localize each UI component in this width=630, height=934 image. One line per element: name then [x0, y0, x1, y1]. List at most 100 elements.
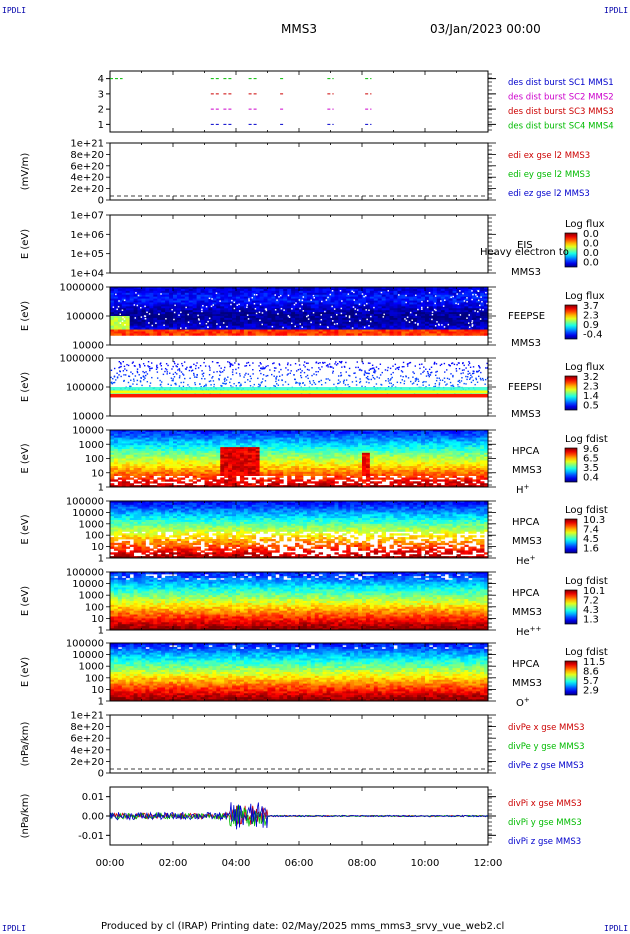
edi-legend-entry: edi ez gse l2 MMS3	[508, 189, 590, 199]
hpca-o-y-tick-label: 100	[85, 673, 104, 684]
eis-label: EIS	[517, 240, 533, 251]
divpe-legend-entry: divPe y gse MMS3	[508, 742, 585, 752]
divpi-y-tick-label: 0.01	[82, 792, 104, 803]
feepsi-y-tick-label: 10000	[72, 412, 104, 423]
hpca-he-label: MMS3	[512, 536, 542, 547]
hpca-h-y-tick-label: 1000	[79, 440, 104, 451]
hpca-he-y-tick-label: 1000	[79, 519, 104, 530]
divpe-y-label: (nPa/km)	[20, 722, 31, 767]
edi-y-tick-label: 2e+20	[70, 184, 104, 195]
x-tick-label: 04:00	[222, 858, 251, 869]
burst-y-tick-label: 2	[98, 105, 104, 116]
x-tick-label: 00:00	[96, 858, 125, 869]
edi-y-tick-label: 4e+20	[70, 173, 104, 184]
hpca-hepp-y-tick-label: 1000	[79, 591, 104, 602]
divpe-legend-entry: divPe z gse MMS3	[508, 761, 584, 771]
burst-y-tick-label: 3	[98, 89, 104, 100]
feepsi-colorbar-value: 1.4	[583, 391, 599, 402]
divpe-y-tick-label: 6e+20	[70, 734, 104, 745]
divpe-y-tick-label: 2e+20	[70, 757, 104, 768]
divpi-legend-entry: divPi x gse MMS3	[508, 799, 582, 809]
edi-y-tick-label: 1e+21	[70, 139, 104, 150]
eis-colorbar-value: 0.0	[583, 239, 599, 250]
feepse-colorbar-value: -0.4	[583, 330, 603, 341]
hpca-he-y-label: E (eV)	[20, 514, 31, 544]
burst-legend-entry: des dist burst SC2 MMS2	[508, 93, 614, 103]
divpi-legend-entry: divPi z gse MMS3	[508, 837, 581, 847]
hpca-hepp-label: MMS3	[512, 607, 542, 618]
hpca-o-y-tick-label: 10	[91, 685, 104, 696]
plot-date: 03/Jan/2023 00:00	[430, 22, 541, 36]
eis-label: Heavy electron to	[480, 247, 569, 258]
x-tick-label: 12:00	[474, 858, 503, 869]
hpca-he-y-tick-label: 10000	[72, 508, 104, 519]
feepsi-y-label: E (eV)	[20, 372, 31, 402]
hpca-o-colorbar-title: Log fdist	[565, 647, 608, 658]
hpca-he-y-tick-label: 10	[91, 542, 104, 553]
divpe-y-tick-label: 8e+20	[70, 722, 104, 733]
eis-y-tick-label: 1e+07	[70, 211, 104, 222]
divpe-y-tick-label: 4e+20	[70, 745, 104, 756]
feepsi-spectrogram	[110, 360, 490, 398]
hpca-hepp-y-tick-label: 1	[98, 626, 104, 637]
hpca-o-species-charge: +	[524, 696, 530, 704]
divpe-y-tick-label: 1e+21	[70, 711, 104, 722]
hpca-h-species-label: H+	[516, 483, 530, 496]
x-tick-label: 10:00	[411, 858, 440, 869]
hpca-hepp-label: HPCA	[512, 588, 540, 599]
hpca-h-y-label: E (eV)	[20, 443, 31, 473]
hpca-h-colorbar-value: 6.5	[583, 454, 599, 465]
page-title: MMS3	[281, 22, 317, 36]
feepsi-y-tick-label: 100000	[66, 383, 104, 394]
edi-y-label: (mV/m)	[20, 153, 31, 191]
corner-label: IPDLI	[604, 6, 629, 15]
feepsi-colorbar	[564, 375, 578, 411]
divpe-y-tick-label: 0	[98, 769, 104, 780]
eis-y-label: E (eV)	[20, 229, 31, 259]
hpca-o-colorbar-value: 11.5	[583, 657, 605, 668]
hpca-o-y-tick-label: 100000	[66, 639, 104, 650]
divpe-frame	[109, 714, 489, 774]
hpca-o-label: MMS3	[512, 678, 542, 689]
divpi-legend-entry: divPi y gse MMS3	[508, 818, 582, 828]
burst-frame	[109, 70, 489, 133]
feepsi-colorbar-value: 0.5	[583, 401, 599, 412]
feepse-y-tick-label: 1000000	[59, 283, 104, 294]
hpca-h-y-tick-label: 100	[85, 454, 104, 465]
feepse-y-label: E (eV)	[20, 301, 31, 331]
burst-legend-entry: des dist burst SC3 MMS3	[508, 107, 614, 117]
hpca-he-colorbar-value: 1.6	[583, 544, 599, 555]
hpca-o-y-tick-label: 10000	[72, 650, 104, 661]
stack-plot: 1 2 3 4 des dist burst SC1 MMS1 des dist burs…	[20, 70, 614, 869]
edi-legend-entry: edi ex gse l2 MMS3	[508, 151, 590, 161]
divpi-series-line	[109, 802, 489, 830]
hpca-o-colorbar-value: 8.6	[583, 667, 599, 678]
edi-frame	[109, 142, 489, 201]
hpca-he-spectrogram	[110, 501, 489, 559]
hpca-hepp-spectrogram	[110, 572, 489, 631]
hpca-he-label: HPCA	[512, 517, 540, 528]
burst-legend-entry: des dist burst SC1 MMS1	[508, 78, 614, 88]
hpca-o-y-tick-label: 1	[98, 697, 104, 708]
x-tick-label: 02:00	[159, 858, 188, 869]
eis-colorbar	[564, 232, 578, 268]
corner-label: IPDLI	[604, 924, 629, 933]
hpca-o-colorbar-value: 2.9	[583, 686, 599, 697]
hpca-he-colorbar	[564, 518, 578, 554]
eis-colorbar-value: 0.0	[583, 229, 599, 240]
hpca-hepp-species-label: He++	[516, 625, 542, 638]
hpca-o-species-label: O+	[516, 696, 530, 709]
hpca-h-spectrogram	[110, 430, 489, 488]
feepse-label: FEEPSE	[508, 311, 545, 322]
feepsi-label: MMS3	[511, 409, 541, 420]
hpca-h-label: MMS3	[512, 465, 542, 476]
hpca-hepp-species-charge: ++	[530, 625, 542, 633]
feepsi-colorbar-title: Log flux	[565, 362, 605, 373]
feepse-colorbar-title: Log flux	[565, 291, 605, 302]
feepse-label: MMS3	[511, 338, 541, 349]
hpca-h-y-tick-label: 1	[98, 483, 104, 494]
hpca-h-colorbar-value: 0.4	[583, 473, 599, 484]
burst-y-tick-label: 1	[98, 120, 104, 131]
edi-y-tick-label: 6e+20	[70, 161, 104, 172]
hpca-he-y-tick-label: 1	[98, 554, 104, 565]
